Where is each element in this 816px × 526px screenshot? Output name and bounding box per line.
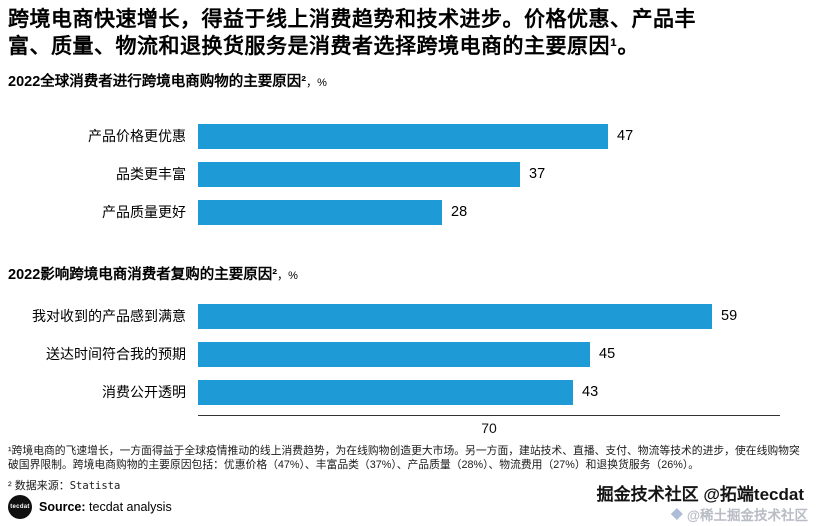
bar-row: 消费公开透明 43: [8, 373, 808, 411]
chart-reasons-purchase: 2022全球消费者进行跨境电商购物的主要原因²，% 产品价格更优惠 47 品类更丰富…: [8, 70, 808, 231]
source-text: Source: tecdat analysis: [39, 500, 172, 514]
x-axis-max-label: 70: [481, 420, 497, 436]
footnote-2-prefix: ² 数据来源：: [8, 480, 70, 492]
bar-value-label: 59: [721, 308, 738, 324]
page-title-line-2: 富、质量、物流和退换货服务是消费者选择跨境电商的主要原因¹。: [8, 35, 639, 58]
x-axis: 70: [198, 415, 780, 436]
footnote-2: ² 数据来源：Statista: [8, 477, 808, 493]
watermark-primary: 掘金技术社区 @拓端tecdat: [596, 485, 804, 504]
bar: [198, 123, 608, 149]
bar-row: 产品价格更优惠 47: [8, 117, 808, 155]
page-title-line-1: 跨境电商快速增长，得益于线上消费趋势和技术进步。价格优惠、产品丰: [8, 8, 696, 31]
bar: [198, 379, 573, 405]
bar-group: 产品价格更优惠 47 品类更丰富 37 产品质量更好 28: [8, 117, 808, 231]
chart-unit-label: ，%: [306, 77, 327, 89]
bar-row: 送达时间符合我的预期 45: [8, 335, 808, 373]
bar-category-label: 品类更丰富: [116, 166, 186, 182]
bar-row: 品类更丰富 37: [8, 155, 808, 193]
bar: [198, 199, 442, 225]
x-axis-line: [198, 415, 780, 416]
chart-heading: 2022影响跨境电商消费者复购的主要原因²，%: [8, 263, 808, 284]
bar-group: 我对收到的产品感到满意 59 送达时间符合我的预期 45 消费公开透明 43: [8, 297, 808, 411]
chart-reasons-repurchase: 2022影响跨境电商消费者复购的主要原因²，% 我对收到的产品感到满意 59 送达时…: [8, 263, 808, 436]
bar-category-label: 产品价格更优惠: [88, 128, 186, 144]
bar-row: 我对收到的产品感到满意 59: [8, 297, 808, 335]
bar-category-label: 产品质量更好: [102, 204, 186, 220]
footnote-1: ¹跨境电商的飞速增长，一方面得益于全球疫情推动的线上消费趋势，为在线购物创造更大…: [8, 445, 800, 471]
bar: [198, 303, 712, 329]
bar-value-label: 37: [529, 166, 546, 182]
bar-category-label: 我对收到的产品感到满意: [32, 308, 186, 324]
bar: [198, 161, 520, 187]
chart-unit-label: ，%: [277, 270, 298, 282]
chart-heading-text: 2022全球消费者进行跨境电商购物的主要原因²: [8, 74, 307, 90]
page-title: 跨境电商快速增长，得益于线上消费趋势和技术进步。价格优惠、产品丰 富、质量、物流…: [8, 6, 808, 60]
bar-category-label: 送达时间符合我的预期: [46, 346, 186, 362]
bar: [198, 341, 590, 367]
bar-value-label: 45: [599, 346, 616, 362]
watermark-secondary: @稀土掘金技术社区: [670, 504, 808, 524]
source-row: tecdat Source: tecdat analysis: [8, 495, 172, 519]
bar-value-label: 47: [617, 128, 634, 144]
bar-row: 产品质量更好 28: [8, 193, 808, 231]
chart-heading: 2022全球消费者进行跨境电商购物的主要原因²，%: [8, 70, 808, 91]
footnote-2-source-name: Statista: [69, 480, 121, 492]
chart-heading-text: 2022影响跨境电商消费者复购的主要原因²: [8, 267, 278, 283]
source-label: Source:: [39, 500, 86, 514]
tecdat-logo-icon: tecdat: [8, 495, 32, 519]
juejin-diamond-icon: [670, 508, 683, 520]
bar-value-label: 43: [582, 384, 599, 400]
watermark-secondary-text: @稀土掘金技术社区: [686, 508, 808, 523]
source-value: tecdat analysis: [85, 500, 172, 514]
bar-value-label: 28: [451, 204, 468, 220]
bar-category-label: 消费公开透明: [102, 384, 186, 400]
